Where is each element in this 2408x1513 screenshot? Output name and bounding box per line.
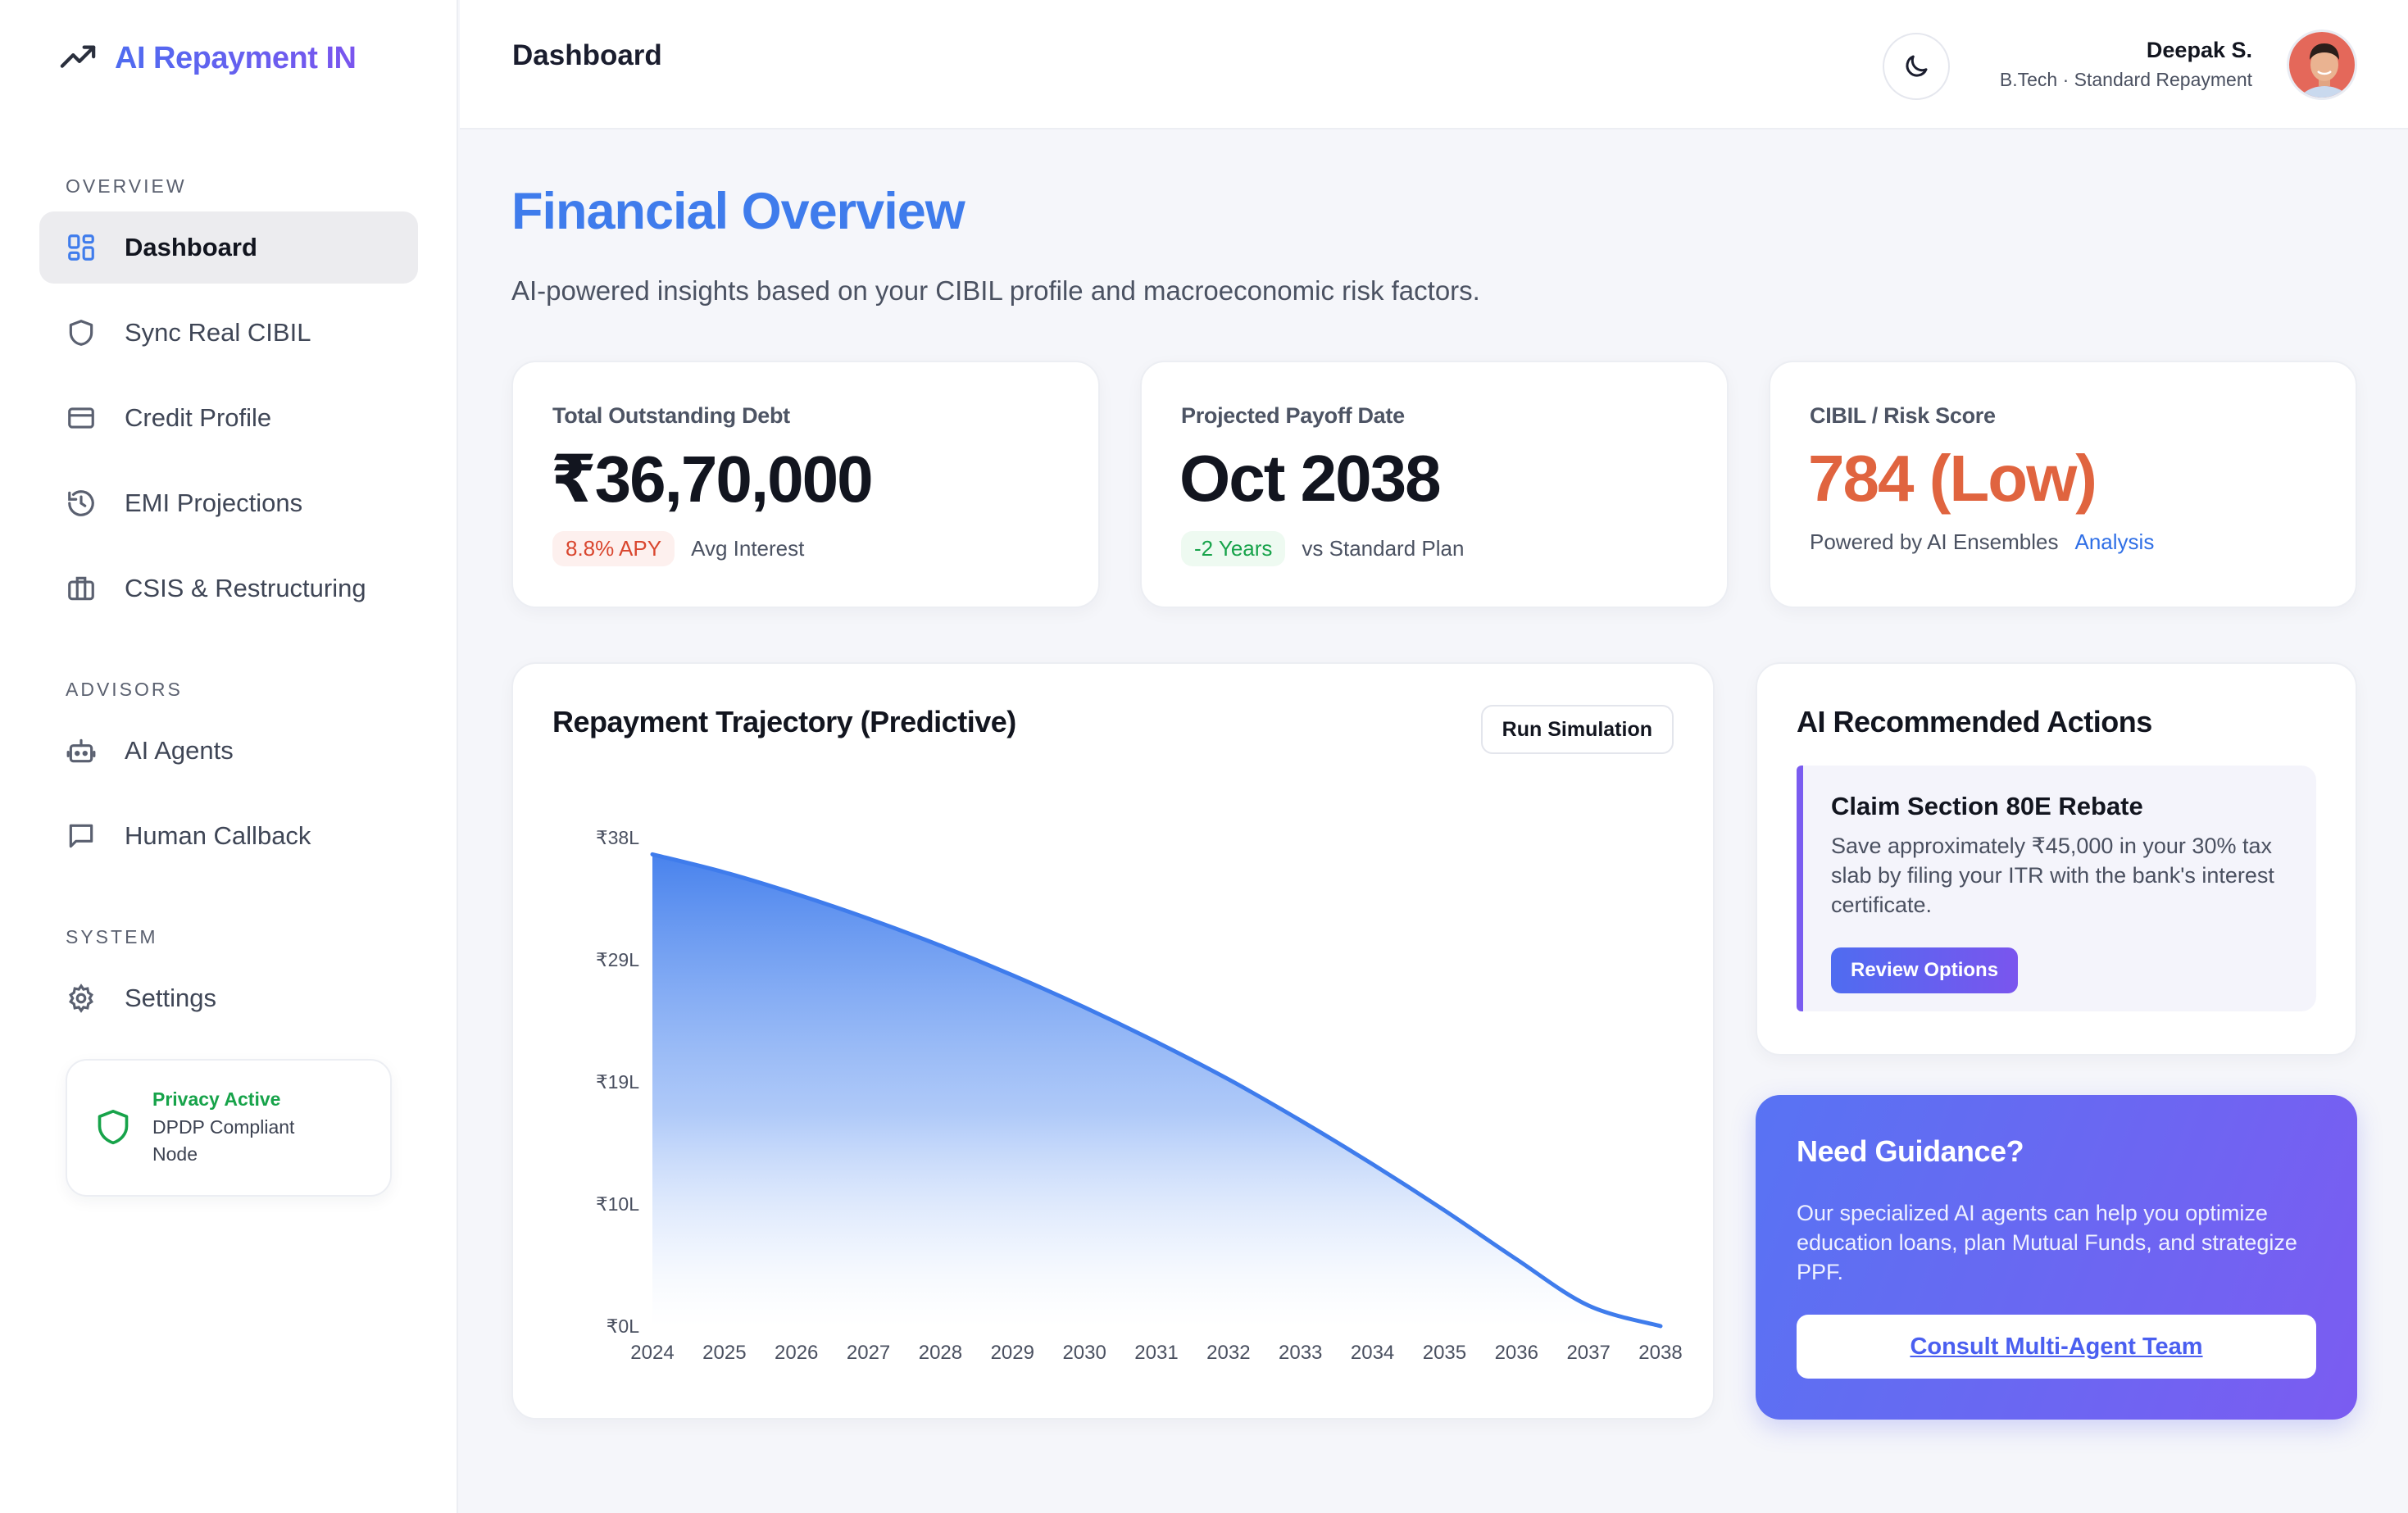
stat-footer: -2 Years vs Standard Plan [1181, 531, 1464, 566]
x-tick-label: 2027 [847, 1342, 890, 1364]
ai-actions-title: AI Recommended Actions [1797, 705, 2152, 738]
page-subtitle: AI-powered insights based on your CIBIL … [511, 275, 1480, 306]
x-tick-label: 2025 [702, 1342, 746, 1364]
years-saved-badge: -2 Years [1181, 531, 1286, 566]
x-tick-label: 2038 [1638, 1342, 1682, 1364]
repayment-area-chart: ₹0L ₹10L ₹19L ₹29L ₹38L 2024 2025 2026 2027 2028… [596, 827, 1683, 1364]
robot-icon [66, 738, 96, 763]
sidebar-item-label: EMI Projections [125, 488, 303, 517]
privacy-text: DPDP Compliant Node [152, 1115, 295, 1165]
sidebar-item-label: Human Callback [125, 821, 311, 850]
shield-icon [98, 1110, 129, 1145]
sidebar: AI Repayment IN OVERVIEW Dashboard Sync … [0, 0, 458, 1513]
x-tick-label: 2028 [919, 1342, 962, 1364]
stat-value: Oct 2038 [1179, 442, 1442, 515]
brand[interactable]: AI Repayment IN [59, 39, 357, 77]
stat-note: Powered by AI Ensembles [1810, 529, 2059, 554]
theme-toggle-button[interactable] [1883, 33, 1950, 100]
x-tick-label: 2035 [1423, 1342, 1466, 1364]
repayment-chart-card: Repayment Trajectory (Predictive) Run Si… [511, 662, 1715, 1420]
avatar[interactable] [2287, 30, 2357, 100]
avatar-image [2289, 32, 2355, 98]
sidebar-item-csis-restructuring[interactable]: CSIS & Restructuring [39, 552, 418, 625]
run-simulation-button[interactable]: Run Simulation [1480, 705, 1674, 754]
guidance-title: Need Guidance? [1797, 1134, 2024, 1168]
x-tick-label: 2036 [1495, 1342, 1538, 1364]
ai-actions-card: AI Recommended Actions Claim Section 80E… [1756, 662, 2357, 1056]
sidebar-item-credit-profile[interactable]: Credit Profile [39, 382, 418, 454]
stat-card-cibil-score: CIBIL / Risk Score 784 (Low) Powered by … [1769, 361, 2357, 608]
briefcase-icon [68, 576, 94, 601]
top-header: Dashboard Deepak S. B.Tech · Standard Re… [460, 0, 2408, 129]
recommendation-item: Claim Section 80E Rebate Save approximat… [1797, 766, 2316, 1011]
x-tick-label: 2032 [1206, 1342, 1250, 1364]
sidebar-item-label: Sync Real CIBIL [125, 318, 311, 347]
x-tick-label: 2033 [1279, 1342, 1322, 1364]
x-tick-label: 2034 [1351, 1342, 1394, 1364]
privacy-title: Privacy Active [152, 1088, 281, 1110]
y-tick-label: ₹38L [596, 827, 639, 848]
recommendation-text: Save approximately ₹45,000 in your 30% t… [1831, 834, 2274, 917]
grid-icon [68, 234, 94, 261]
brand-name: AI Repayment IN [115, 40, 357, 75]
interest-badge: 8.8% APY [552, 531, 675, 566]
x-tick-label: 2037 [1566, 1342, 1610, 1364]
x-tick-label: 2031 [1134, 1342, 1178, 1364]
stat-card-payoff-date: Projected Payoff Date Oct 2038 -2 Years … [1140, 361, 1729, 608]
stat-note: Avg Interest [691, 536, 805, 561]
stat-footer: Powered by AI Ensembles Analysis [1810, 529, 2154, 555]
section-label-system: SYSTEM [66, 926, 158, 947]
credit-card-icon [68, 407, 94, 429]
stat-footer: 8.8% APY Avg Interest [552, 531, 804, 566]
sidebar-item-emi-projections[interactable]: EMI Projections [39, 467, 418, 539]
sidebar-item-sync-cibil[interactable]: Sync Real CIBIL [39, 297, 418, 369]
chart-area-fill [652, 854, 1661, 1326]
sidebar-item-label: CSIS & Restructuring [125, 574, 366, 602]
sidebar-item-dashboard[interactable]: Dashboard [39, 211, 418, 284]
consult-team-button[interactable]: Consult Multi-Agent Team [1797, 1315, 2316, 1379]
y-tick-label: ₹19L [596, 1071, 639, 1093]
sidebar-item-label: Dashboard [125, 233, 257, 261]
sidebar-item-label: Credit Profile [125, 403, 272, 432]
sidebar-item-human-callback[interactable]: Human Callback [39, 800, 418, 872]
x-tick-label: 2026 [775, 1342, 818, 1364]
user-subtitle: B.Tech · Standard Repayment [1999, 69, 2252, 90]
privacy-status-card: Privacy Active DPDP Compliant Node [66, 1059, 392, 1197]
history-icon [68, 490, 94, 516]
moon-icon [1906, 55, 1928, 77]
y-tick-label: ₹29L [596, 949, 639, 970]
sidebar-item-label: AI Agents [125, 736, 234, 765]
page-title: Financial Overview [511, 183, 965, 240]
review-options-button[interactable]: Review Options [1831, 947, 2019, 993]
x-tick-label: 2030 [1062, 1342, 1106, 1364]
y-tick-label: ₹10L [596, 1193, 639, 1215]
guidance-text: Our specialized AI agents can help you o… [1797, 1201, 2297, 1284]
gear-icon [69, 984, 93, 1013]
stat-label: CIBIL / Risk Score [1810, 403, 1996, 428]
x-tick-label: 2024 [630, 1342, 674, 1364]
stat-note: vs Standard Plan [1302, 536, 1465, 561]
sidebar-item-label: Settings [125, 984, 217, 1012]
sidebar-item-settings[interactable]: Settings [39, 962, 418, 1034]
chart-title: Repayment Trajectory (Predictive) [552, 705, 1016, 738]
page-header-title: Dashboard [512, 39, 662, 71]
stat-label: Total Outstanding Debt [552, 403, 790, 428]
sidebar-item-ai-agents[interactable]: AI Agents [39, 715, 418, 787]
stat-card-outstanding-debt: Total Outstanding Debt ₹36,70,000 8.8% A… [511, 361, 1100, 608]
y-tick-label: ₹0L [607, 1315, 639, 1337]
user-name: Deepak S. [2146, 38, 2252, 62]
analysis-link[interactable]: Analysis [2074, 529, 2155, 554]
shield-icon [69, 320, 93, 346]
message-icon [69, 824, 93, 848]
guidance-card: Need Guidance? Our specialized AI agents… [1756, 1095, 2357, 1420]
stat-label: Projected Payoff Date [1181, 403, 1405, 428]
trending-up-icon [60, 45, 96, 68]
section-label-advisors: ADVISORS [66, 679, 183, 700]
section-label-overview: OVERVIEW [66, 175, 187, 197]
stat-value: ₹36,70,000 [551, 443, 874, 516]
chart-series-line [650, 852, 1663, 1329]
recommendation-title: Claim Section 80E Rebate [1831, 792, 2143, 820]
x-tick-label: 2029 [991, 1342, 1034, 1364]
stat-value: 784 (Low) [1808, 442, 2097, 515]
